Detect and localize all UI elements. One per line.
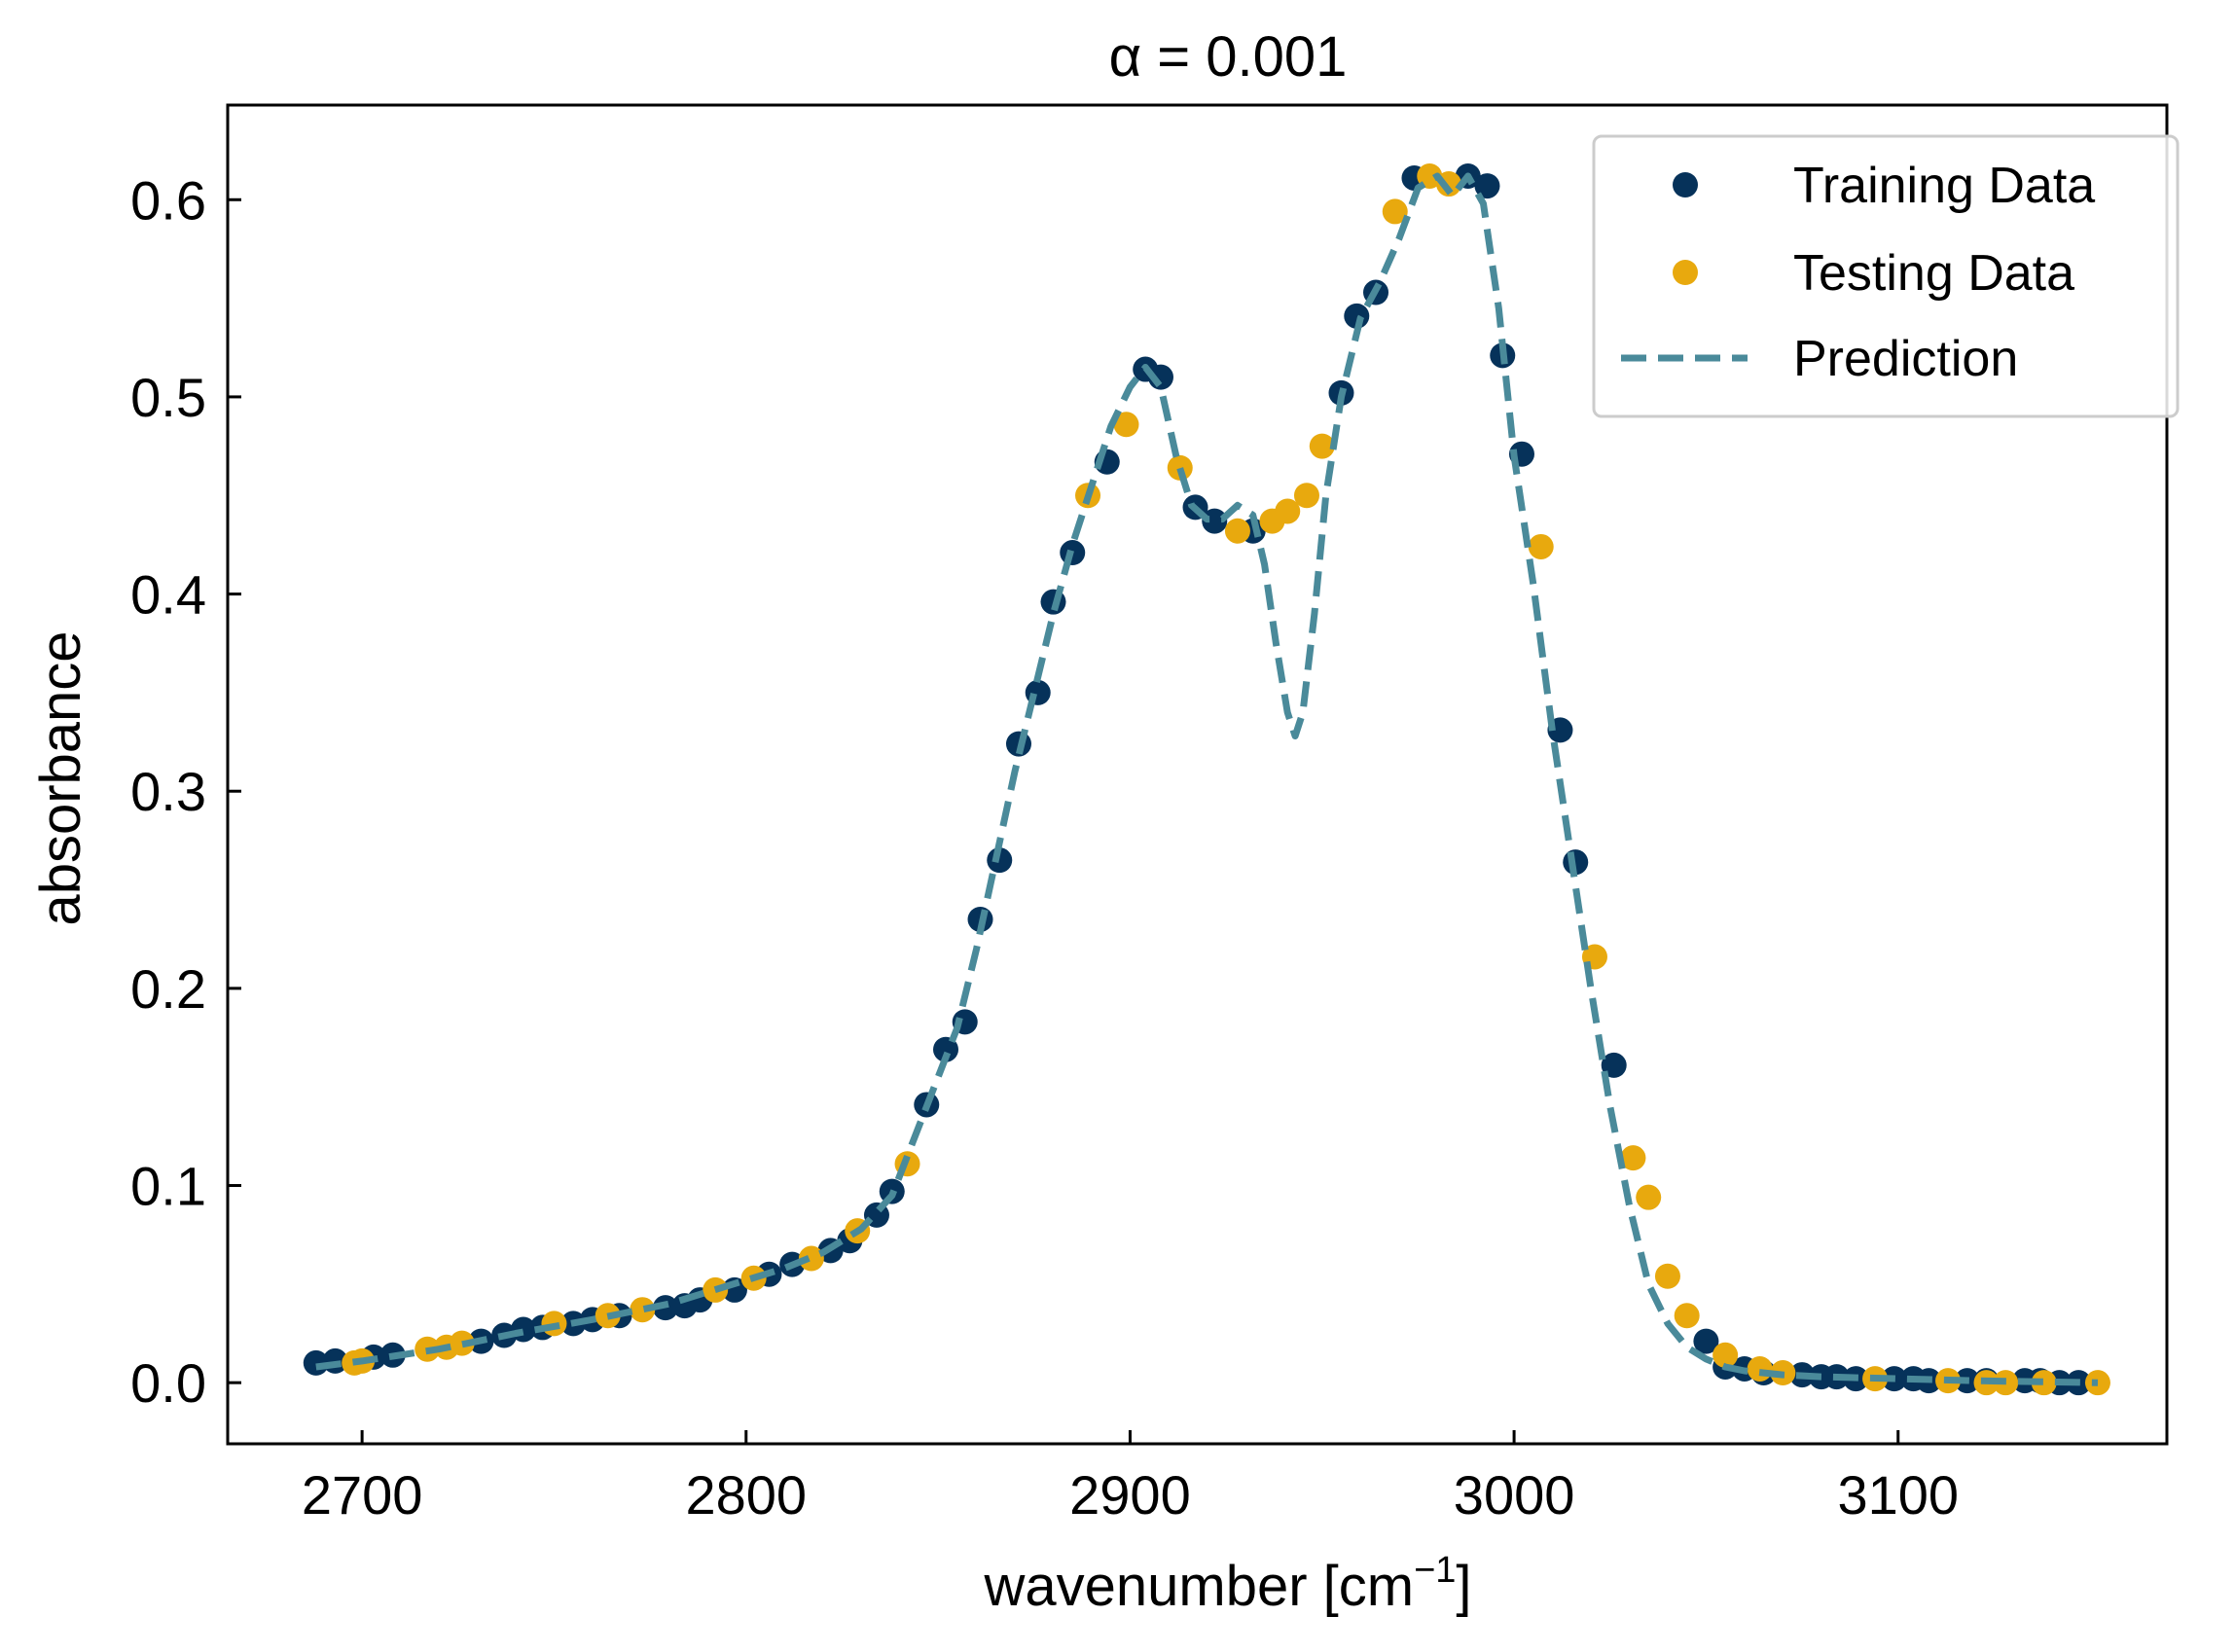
testing-data-point [1417,162,1443,189]
training-data-point [987,847,1013,874]
y-tick-label: 0.2 [130,958,206,1020]
y-tick-label: 0.0 [130,1352,206,1414]
chart-title: α = 0.001 [1109,25,1348,89]
y-tick-label: 0.6 [130,169,206,231]
x-tick-label: 2700 [302,1464,423,1526]
testing-data-point [1309,433,1335,459]
testing-data-point [1620,1145,1646,1171]
legend-box [1592,134,2180,418]
testing-data-point [1636,1184,1662,1210]
testing-data-point [1674,1303,1700,1329]
prediction-line [315,172,2099,1386]
testing-data-point [1747,1355,1773,1382]
x-axis-label-end: ] [1456,1555,1471,1618]
training-data-point [1202,508,1228,534]
y-tick-label: 0.4 [130,564,206,626]
legend-label: Prediction [1793,331,2018,387]
testing-data-point [2031,1370,2057,1396]
testing-data-point [1654,1263,1680,1289]
x-axis-label-superscript: −1 [1414,1550,1456,1591]
x-tick-label: 2900 [1069,1464,1191,1526]
testing-data-point [630,1297,656,1323]
x-tick-label: 2800 [685,1464,807,1526]
legend-label: Training Data [1793,158,2095,214]
testing-data-point [1528,533,1554,559]
training-data-point [1344,303,1370,329]
legend-testing-marker [1673,260,1698,285]
training-data-point [1693,1328,1719,1354]
testing-data-point [1293,483,1319,509]
y-tick-label: 0.5 [130,367,206,428]
testing-data-point [1382,198,1408,225]
x-tick-label: 3000 [1454,1464,1575,1526]
legend-label: Testing Data [1793,245,2074,302]
testing-data-point [1275,498,1301,524]
legend: Training Data Testing Data Prediction [1592,134,2180,418]
y-tick-label: 0.1 [130,1156,206,1217]
testing-data-point [1113,412,1139,438]
plot-frame [226,103,2169,1446]
x-tick-label: 3100 [1837,1464,1959,1526]
testing-data-point [1712,1342,1739,1368]
testing-data-point [1224,518,1250,544]
plot-area [303,162,2110,1396]
legend-training-marker [1673,172,1698,198]
training-data-point [933,1036,959,1062]
x-axis-label-text: wavenumber [cm [983,1555,1414,1618]
testing-data-point [1167,454,1193,481]
testing-data-point [798,1245,824,1272]
x-axis-label: wavenumber [cm−1] [983,1550,1471,1618]
y-axis-label: absorbance [29,630,92,925]
axis-ticks: 2700 2800 2900 3000 3100 0.0 0.1 0.2 0.3 0.4 0.5 0.… [130,169,1959,1526]
y-tick-label: 0.3 [130,761,206,822]
